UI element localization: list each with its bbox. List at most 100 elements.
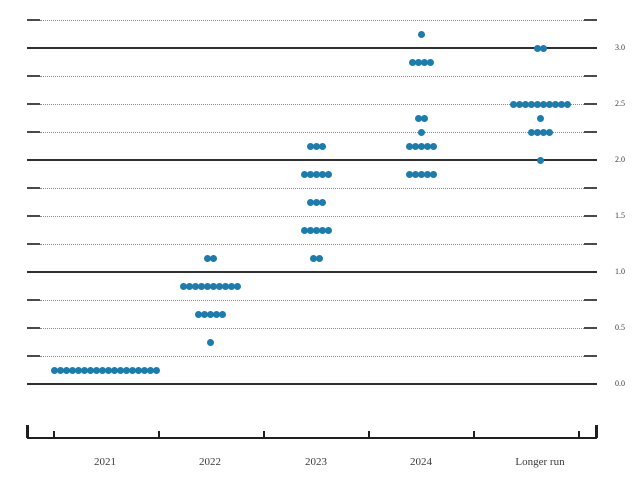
gridline-end-cap [584, 355, 597, 357]
fomc-projection-dot [545, 128, 553, 136]
gridline-dotted [40, 299, 584, 301]
fomc-projection-dot [414, 58, 422, 66]
y-tick-label: 2.5 [615, 99, 625, 108]
fomc-projection-dot [179, 282, 187, 290]
fomc-projection-dot [98, 366, 106, 374]
fomc-projection-dot [206, 310, 214, 318]
gridline-solid [27, 47, 597, 49]
fomc-projection-dot [215, 282, 223, 290]
fomc-projection-dot [140, 366, 148, 374]
gridline-end-cap [584, 327, 597, 329]
fomc-projection-dot [50, 366, 58, 374]
fomc-projection-dot [300, 226, 308, 234]
x-axis-tick [53, 431, 55, 438]
gridline-dotted [40, 187, 584, 189]
fomc-projection-dot [429, 142, 437, 150]
fomc-projection-dot [203, 282, 211, 290]
fomc-projection-dot [312, 170, 320, 178]
fomc-projection-dot [411, 142, 419, 150]
fomc-projection-dot [539, 100, 547, 108]
fomc-projection-dot [152, 366, 160, 374]
fomc-projection-dot [68, 366, 76, 374]
fomc-projection-dot [417, 30, 425, 38]
fomc-projection-dot [420, 58, 428, 66]
y-tick-label: 1.5 [615, 211, 625, 220]
gridline-solid [27, 383, 597, 385]
gridline-end-cap [27, 103, 40, 105]
fomc-projection-dot [533, 44, 541, 52]
fomc-projection-dot [209, 254, 217, 262]
fomc-projection-dot [515, 100, 523, 108]
gridline-end-cap [584, 131, 597, 133]
gridline-dotted [40, 19, 584, 21]
fomc-projection-dot [411, 170, 419, 178]
gridline-end-cap [27, 131, 40, 133]
gridline-solid [27, 271, 597, 273]
gridline-end-cap [27, 327, 40, 329]
fomc-projection-dot [312, 226, 320, 234]
fomc-projection-dot [423, 142, 431, 150]
fomc-projection-dot [104, 366, 112, 374]
fomc-projection-dot [408, 58, 416, 66]
y-tick-label: 1.0 [615, 267, 625, 276]
fomc-projection-dot [306, 170, 314, 178]
fomc-projection-dot [62, 366, 70, 374]
fomc-projection-dot [128, 366, 136, 374]
gridline-dotted [40, 355, 584, 357]
x-axis-tick [263, 431, 265, 438]
fomc-projection-dot [122, 366, 130, 374]
gridline-end-cap [27, 75, 40, 77]
fomc-projection-dot [563, 100, 571, 108]
fomc-projection-dot [429, 170, 437, 178]
fomc-projection-dot [56, 366, 64, 374]
gridline-dotted [40, 103, 584, 105]
fomc-projection-dot [324, 226, 332, 234]
fomc-projection-dot [92, 366, 100, 374]
fomc-projection-dot [417, 128, 425, 136]
fomc-projection-dot [545, 100, 553, 108]
fomc-projection-dot [185, 282, 193, 290]
fomc-projection-dot [194, 310, 202, 318]
gridline-end-cap [584, 75, 597, 77]
fomc-projection-dot [405, 142, 413, 150]
fomc-projection-dot [312, 142, 320, 150]
x-category-label: 2023 [305, 456, 327, 468]
gridline-dotted [40, 243, 584, 245]
fomc-projection-dot [533, 100, 541, 108]
y-tick-label: 0.5 [615, 323, 625, 332]
x-axis-tick [473, 431, 475, 438]
fomc-projection-dot [318, 226, 326, 234]
fomc-projection-dot [233, 282, 241, 290]
fomc-projection-dot [116, 366, 124, 374]
gridline-end-cap [584, 19, 597, 21]
fomc-projection-dot [521, 100, 529, 108]
gridline-end-cap [27, 299, 40, 301]
fomc-projection-dot [414, 114, 422, 122]
fomc-projection-dot [209, 282, 217, 290]
fomc-projection-dot [312, 198, 320, 206]
fomc-projection-dot [309, 254, 317, 262]
fomc-projection-dot [227, 282, 235, 290]
gridline-end-cap [27, 243, 40, 245]
fomc-projection-dot [536, 114, 544, 122]
fomc-projection-dot [324, 170, 332, 178]
fomc-projection-dot [315, 254, 323, 262]
fomc-projection-dot [551, 100, 559, 108]
fomc-projection-dot [318, 198, 326, 206]
gridline-dotted [40, 215, 584, 217]
fomc-projection-dot [80, 366, 88, 374]
gridline-end-cap [584, 103, 597, 105]
gridline-dotted [40, 327, 584, 329]
fomc-projection-dot [539, 128, 547, 136]
fomc-projection-dot [200, 310, 208, 318]
gridline-dotted [40, 131, 584, 133]
fomc-projection-dot [203, 254, 211, 262]
fomc-projection-dot [197, 282, 205, 290]
y-tick-label: 2.0 [615, 155, 625, 164]
fomc-projection-dot [206, 338, 214, 346]
y-tick-label: 0.0 [615, 379, 625, 388]
x-category-label: Longer run [515, 456, 565, 468]
fomc-projection-dot [191, 282, 199, 290]
fomc-projection-dot [318, 170, 326, 178]
